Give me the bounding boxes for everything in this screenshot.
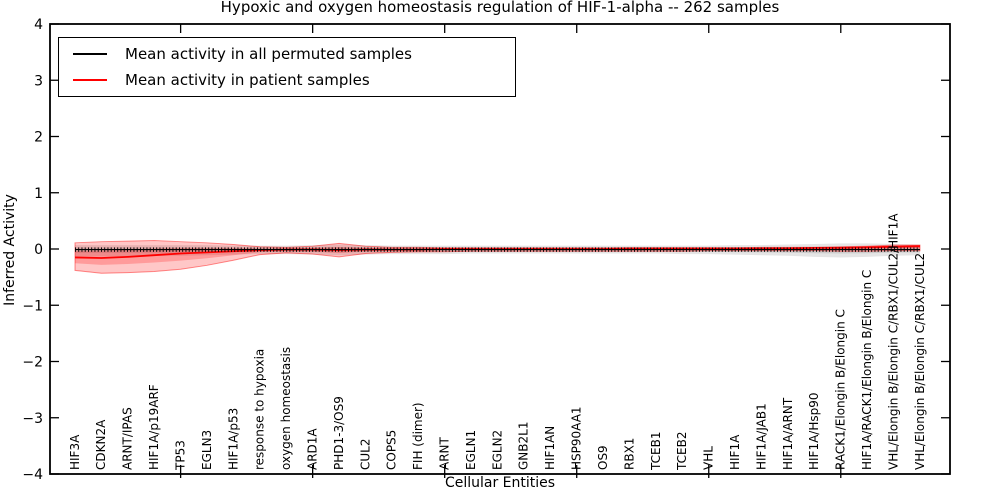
x-tick-label: ARNT/IPAS [121,407,135,470]
x-tick-label: GNB2L1 [517,422,531,470]
x-tick-label: HSP90AA1 [570,406,584,470]
y-tick-label: 1 [34,186,43,202]
x-axis-label: Cellular Entities [444,475,556,491]
x-tick-label: RACK1/Elongin B/Elongin C [834,309,848,470]
legend-line-sample-red [73,78,107,81]
x-tick-label: VHL/Elongin B/Elongin C/RBX1/CUL2 [913,253,927,470]
x-tick-label: VHL/Elongin B/Elongin C/RBX1/CUL2/HIF1A [886,213,900,470]
x-tick-label: HIF1A [728,434,742,470]
x-tick-label: HIF1A/ARNT [781,397,795,470]
x-tick-label: RBX1 [622,438,636,470]
x-tick-label: HIF1A/p53 [226,408,240,470]
legend-label: Mean activity in patient samples [125,70,370,89]
y-tick-label: 0 [34,242,43,258]
x-tick-label: HIF3A [68,434,82,470]
x-tick-label: ARD1A [305,428,319,470]
y-tick-label: 4 [34,17,43,33]
legend: Mean activity in all permuted samples Me… [58,37,516,97]
x-tick-label: HIF1A/p19ARF [147,384,161,470]
x-tick-label: ARNT [438,436,452,470]
x-tick-label: COPS5 [385,430,399,470]
x-tick-label: oxygen homeostasis [279,347,293,470]
x-tick-label: TCEB2 [675,432,689,471]
x-tick-label: PHD1-3/OS9 [332,396,346,470]
x-tick-label: EGLN1 [464,430,478,470]
x-tick-label: HIF1A/Hsp90 [807,392,821,470]
x-tick-label: VHL [702,446,716,470]
x-tick-label: TP53 [173,440,187,471]
legend-label: Mean activity in all permuted samples [125,45,412,64]
x-tick-label: TCEB1 [649,432,663,471]
y-tick-label: −3 [22,411,43,427]
x-tick-label: EGLN2 [490,430,504,470]
y-tick-label: −4 [22,467,43,483]
legend-line-sample-black [73,53,107,56]
legend-item-permuted: Mean activity in all permuted samples [59,45,515,63]
legend-item-patient: Mean activity in patient samples [59,71,515,89]
x-tick-label: OS9 [596,445,610,470]
x-tick-label: CDKN2A [94,419,108,470]
x-tick-label: HIF1A/RACK1/Elongin B/Elongin C [860,270,874,470]
x-tick-label: HIF1AN [543,426,557,470]
y-tick-label: 2 [34,130,43,146]
x-tick-label: HIF1A/JAB1 [754,403,768,470]
y-axis-label: Inferred Activity [2,194,18,306]
y-tick-label: −2 [22,355,43,371]
y-tick-label: −1 [22,298,43,314]
y-tick-label: 3 [34,73,43,89]
x-tick-label: EGLN3 [200,430,214,470]
x-tick-label: FIH (dimer) [411,402,425,470]
x-tick-label: response to hypoxia [253,349,267,470]
chart-title: Hypoxic and oxygen homeostasis regulatio… [220,0,780,16]
x-tick-label: CUL2 [358,439,372,470]
